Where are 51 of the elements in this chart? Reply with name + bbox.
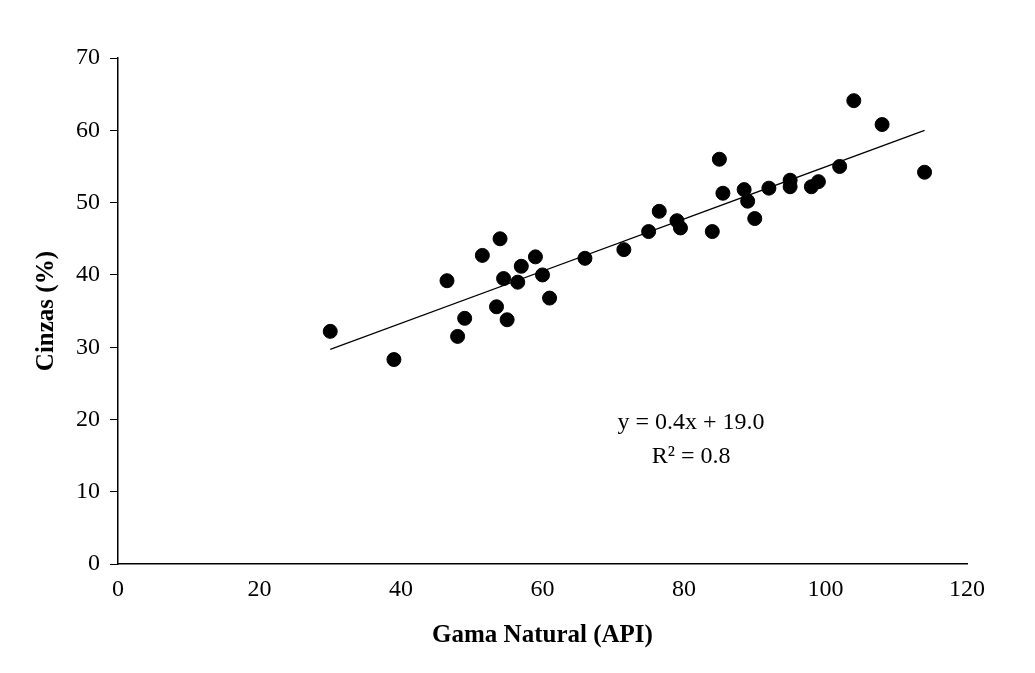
point (527, 249, 543, 265)
point (651, 203, 667, 219)
point (492, 231, 508, 247)
point (832, 158, 848, 174)
y-tick-label: 0 (88, 549, 100, 576)
point (499, 312, 515, 328)
y-tick-label: 30 (76, 332, 100, 359)
x-tick-label: 120 (949, 574, 985, 601)
point (510, 274, 526, 290)
point (715, 185, 731, 201)
point (322, 323, 338, 339)
x-tick-label: 100 (807, 574, 844, 601)
x-tick-label: 0 (112, 574, 124, 601)
y-tick-label: 70 (76, 43, 100, 70)
point (846, 93, 862, 109)
x-tick-label: 80 (672, 574, 696, 601)
x-tick-label: 60 (530, 574, 555, 601)
y-axis-title: Cinzas (%) (31, 251, 60, 372)
point (450, 328, 466, 344)
point (535, 267, 550, 283)
x-axis-title: Gama Natural (API) (432, 620, 653, 649)
y-tick-label: 10 (76, 477, 100, 504)
point (761, 180, 777, 196)
x-tick-label: 20 (247, 574, 272, 601)
y-tick-label: 20 (76, 404, 100, 431)
point (711, 151, 727, 167)
y-tick-label: 60 (76, 115, 100, 142)
point (457, 310, 473, 326)
y-tick-label: 40 (76, 260, 100, 287)
point (496, 271, 512, 287)
point (641, 224, 657, 240)
point (704, 224, 720, 240)
point (489, 299, 505, 315)
point (386, 352, 402, 368)
point (874, 117, 890, 133)
point (474, 247, 490, 263)
x-tick-label: 40 (389, 574, 413, 601)
point (542, 290, 558, 306)
point (439, 273, 455, 289)
point (740, 193, 756, 209)
point (672, 220, 688, 236)
point (736, 182, 752, 198)
point (577, 250, 593, 266)
point (810, 174, 826, 190)
point (513, 258, 529, 274)
point (616, 242, 632, 258)
annotation: R² = 0.8 (651, 442, 731, 469)
annotation: y = 0.4x + 19.0 (617, 408, 765, 435)
point (917, 164, 933, 180)
point (747, 211, 763, 227)
y-tick-label: 50 (76, 187, 100, 214)
